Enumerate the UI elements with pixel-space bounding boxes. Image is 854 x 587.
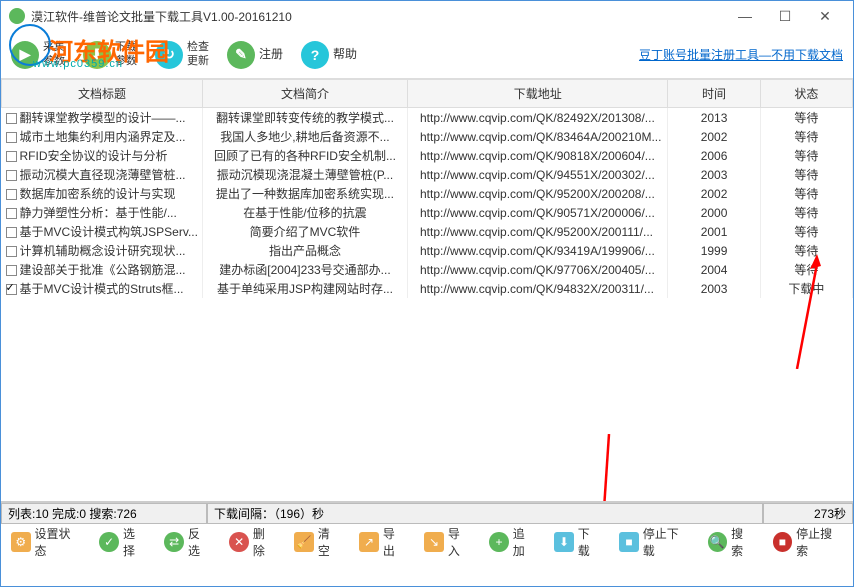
append-button[interactable]: +追加 [489, 525, 536, 559]
table-container: 文档标题 文档简介 下载地址 时间 状态 翻转课堂教学模型的设计——...翻转课… [1, 79, 853, 502]
close-button[interactable]: ✕ [805, 2, 845, 30]
table-row[interactable]: 静力弹塑性分析：基于性能/...在基于性能/位移的抗震http://www.cq… [2, 203, 853, 222]
annotation-arrow-2 [591, 434, 613, 502]
check-icon: ✓ [99, 532, 119, 552]
col-title[interactable]: 文档标题 [2, 80, 203, 108]
invert-icon: ⇄ [164, 532, 184, 552]
help-button[interactable]: ? 帮助 [301, 41, 357, 69]
app-icon [9, 8, 25, 24]
status-interval: 下载间隔：（196）秒 [207, 503, 763, 524]
append-icon: + [489, 532, 509, 552]
col-time[interactable]: 时间 [668, 80, 760, 108]
set-status-button[interactable]: ⚙设置状态 [11, 525, 81, 559]
invert-select-button[interactable]: ⇄反选 [164, 525, 211, 559]
row-checkbox[interactable] [6, 113, 17, 124]
window-title: 漠江软件-维普论文批量下载工具V1.00-20161210 [31, 8, 292, 25]
douding-link[interactable]: 豆丁账号批量注册工具—不用下载文档 [639, 46, 843, 63]
update-icon: ↻ [155, 41, 183, 69]
row-checkbox[interactable] [6, 132, 17, 143]
table-row[interactable]: 计算机辅助概念设计研究现状...指出产品概念http://www.cqvip.c… [2, 241, 853, 260]
table-row[interactable]: 建设部关于批准《公路钢筋混...建办标函[2004]233号交通部办...htt… [2, 260, 853, 279]
table-row[interactable]: 翻转课堂教学模型的设计——...翻转课堂即转变传统的教学模式...http://… [2, 108, 853, 128]
import-icon: ↘ [424, 532, 444, 552]
help-icon: ? [301, 41, 329, 69]
collect-params-button[interactable]: ▶ 采集参数 [11, 41, 65, 69]
col-status[interactable]: 状态 [760, 80, 852, 108]
row-checkbox[interactable] [6, 208, 17, 219]
stop-download-button[interactable]: ■停止下载 [619, 525, 689, 559]
check-update-button[interactable]: ↻ 检查更新 [155, 41, 209, 69]
titlebar: 漠江软件-维普论文批量下载工具V1.00-20161210 — ☐ ✕ [1, 1, 853, 31]
delete-button[interactable]: ✕删除 [229, 525, 276, 559]
table-row[interactable]: 基于MVC设计模式的Struts框...基于单纯采用JSP构建网站时存...ht… [2, 279, 853, 298]
stop-search-button[interactable]: ■停止搜索 [773, 525, 843, 559]
download-icon: ⬇ [554, 532, 574, 552]
export-button[interactable]: ↗导出 [359, 525, 406, 559]
table-row[interactable]: 数据库加密系统的设计与实现提出了一种数据库加密系统实现...http://www… [2, 184, 853, 203]
table-row[interactable]: RFID安全协议的设计与分析回顾了已有的各种RFID安全机制...http://… [2, 146, 853, 165]
table-row[interactable]: 城市土地集约利用内涵界定及...我国人多地少,耕地后备资源不...http://… [2, 127, 853, 146]
download-params-button[interactable]: ⬇ 下载参数 [83, 41, 137, 69]
status-bar: 列表:10 完成:0 搜索:726 下载间隔：（196）秒 273秒 [1, 502, 853, 524]
stop-download-icon: ■ [619, 532, 639, 552]
status-counts: 列表:10 完成:0 搜索:726 [1, 503, 207, 524]
delete-icon: ✕ [229, 532, 249, 552]
col-url[interactable]: 下载地址 [408, 80, 668, 108]
stop-search-icon: ■ [773, 532, 793, 552]
row-checkbox[interactable] [6, 265, 17, 276]
search-button[interactable]: 🔍搜索 [708, 525, 755, 559]
table-row[interactable]: 基于MVC设计模式构筑JSPServ...简要介绍了MVC软件http://ww… [2, 222, 853, 241]
row-checkbox[interactable] [6, 246, 17, 257]
documents-table: 文档标题 文档简介 下载地址 时间 状态 翻转课堂教学模型的设计——...翻转课… [1, 79, 853, 298]
import-button[interactable]: ↘导入 [424, 525, 471, 559]
table-row[interactable]: 振动沉模大直径现浇薄壁管桩...振动沉模现浇混凝土薄壁管桩(P...http:/… [2, 165, 853, 184]
broom-icon: 🧹 [294, 532, 314, 552]
maximize-button[interactable]: ☐ [765, 2, 805, 30]
gear-icon: ⚙ [11, 532, 31, 552]
row-checkbox[interactable] [6, 227, 17, 238]
download-params-icon: ⬇ [83, 41, 111, 69]
collect-icon: ▶ [11, 41, 39, 69]
toolbar: ▶ 采集参数 ⬇ 下载参数 ↻ 检查更新 ✎ 注册 ? 帮助 豆丁账号批量注册工… [1, 31, 853, 79]
col-desc[interactable]: 文档简介 [202, 80, 407, 108]
register-icon: ✎ [227, 41, 255, 69]
select-button[interactable]: ✓选择 [99, 525, 146, 559]
search-icon: 🔍 [708, 532, 728, 552]
register-button[interactable]: ✎ 注册 [227, 41, 283, 69]
row-checkbox[interactable] [6, 284, 17, 295]
minimize-button[interactable]: — [725, 2, 765, 30]
status-timer: 273秒 [763, 503, 853, 524]
bottom-toolbar: ⚙设置状态 ✓选择 ⇄反选 ✕删除 🧹清空 ↗导出 ↘导入 +追加 ⬇下载 ■停… [1, 524, 853, 559]
row-checkbox[interactable] [6, 151, 17, 162]
download-button[interactable]: ⬇下载 [554, 525, 601, 559]
row-checkbox[interactable] [6, 170, 17, 181]
row-checkbox[interactable] [6, 189, 17, 200]
clear-button[interactable]: 🧹清空 [294, 525, 341, 559]
export-icon: ↗ [359, 532, 379, 552]
